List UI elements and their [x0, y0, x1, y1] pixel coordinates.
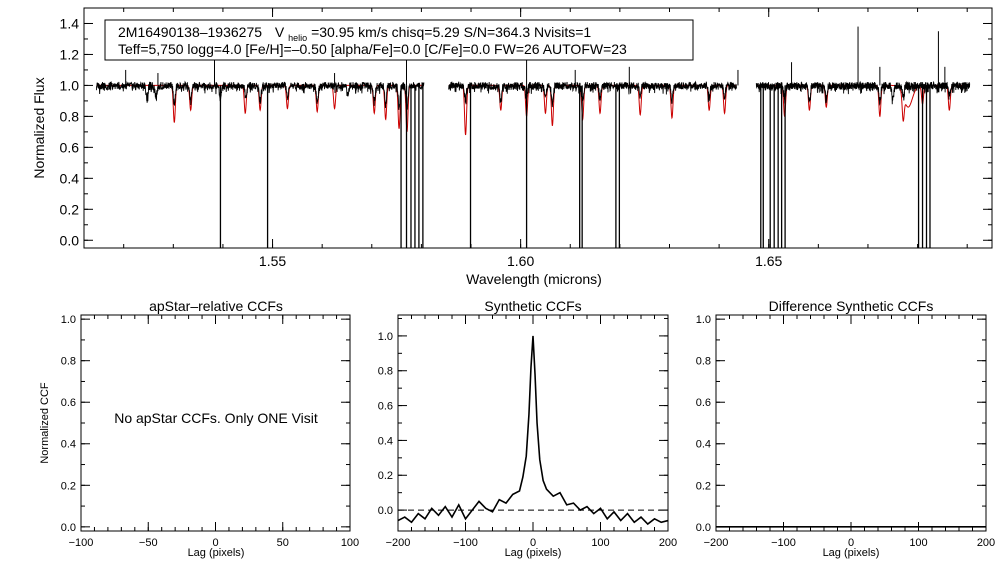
difference-ccf-y-tick-label: 0.6 [696, 397, 711, 409]
annotation-line-1: 2M16490138–1936275 V helio =30.95 km/s c… [118, 24, 591, 44]
synthetic-ccf-title: Synthetic CCFs [484, 298, 581, 314]
apstar-ccf-y-ticks: 0.0 0.2 0.4 0.6 0.8 1.0 [61, 314, 350, 534]
synthetic-ccf-y-tick-label: 0.0 [378, 505, 393, 517]
difference-ccf-y-tick-label: 0.0 [696, 522, 711, 534]
apstar-ccf-title: apStar–relative CCFs [149, 298, 283, 314]
apstar-ccf-y-tick-label: 0.6 [61, 397, 76, 409]
difference-ccf-frame [715, 314, 987, 532]
apstar-ccf-panel: apStar–relative CCFs −100 −50 0 50 100 0.00.… [39, 298, 359, 559]
difference-ccf-y-tick-label: 0.8 [696, 356, 711, 368]
apstar-ccf-x-tick-label: −50 [139, 537, 158, 549]
synthetic-ccf-x-axis-label: Lag (pixels) [505, 547, 562, 559]
difference-ccf-x-axis-label: Lag (pixels) [823, 547, 880, 559]
spectrum-y-tick-label: 1.2 [60, 46, 80, 62]
synthetic-ccf-curve [397, 335, 669, 526]
spectrum-y-tick-label: 0.0 [60, 232, 80, 248]
annotation-line-1-values: =30.95 km/s chisq=5.29 S/N=364.3 Nvisits… [311, 24, 591, 40]
spectrum-y-tick-label: 1.4 [60, 16, 80, 32]
difference-ccf-y-tick-label: 0.2 [696, 480, 711, 492]
observed-spectrum-chip-2 [448, 80, 737, 108]
apstar-ccf-x-ticks: −100 −50 0 50 100 [69, 315, 359, 549]
spectrum-panel: 1.55 1.60 1.65 0.0 0.2 0.4 0.6 0.8 1.0 1.2 1.4 Wa… [31, 7, 993, 287]
apstar-ccf-y-axis-label: Normalized CCF [39, 382, 51, 464]
apstar-ccf-y-tick-label: 0.8 [61, 356, 76, 368]
synthetic-ccf-y-tick-label: 0.6 [378, 401, 393, 413]
synthetic-ccf-x-tick-label: −100 [453, 537, 478, 549]
observed-spectrum-chip-3 [755, 80, 971, 106]
synthetic-ccf-y-tick-label: 0.2 [378, 470, 393, 482]
difference-ccf-y-tick-label: 1.0 [696, 314, 711, 326]
spectrum-x-axis-label: Wavelength (microns) [466, 271, 602, 287]
synthetic-ccf-x-tick-label: 200 [659, 537, 677, 549]
difference-ccf-x-tick-label: −200 [704, 537, 729, 549]
apstar-ccf-x-tick-label: −100 [69, 537, 94, 549]
velocity-label: V [275, 24, 285, 40]
synthetic-ccf-y-tick-label: 1.0 [378, 331, 393, 343]
velocity-subscript: helio [288, 33, 307, 43]
model-spectrum-series [96, 84, 970, 136]
spectrum-y-tick-label: 0.6 [60, 139, 80, 155]
apstar-ccf-x-tick-label: 0 [212, 537, 218, 549]
synthetic-ccf-y-ticks: 0.0 0.2 0.4 0.6 0.8 1.0 [378, 317, 668, 517]
difference-ccf-x-ticks: −200 −100 0 100 200 [704, 315, 995, 549]
star-id: 2M16490138–1936275 [118, 24, 262, 40]
model-spectrum-chip-2 [448, 84, 737, 136]
synthetic-ccf-x-tick-label: 0 [530, 537, 536, 549]
apstar-ccf-x-axis-label: Lag (pixels) [188, 547, 245, 559]
difference-ccf-x-tick-label: 0 [848, 537, 854, 549]
difference-ccf-y-ticks: 0.0 0.2 0.4 0.6 0.8 1.0 [696, 314, 986, 534]
spectrum-frame [83, 7, 993, 249]
spectrum-x-tick-label: 1.55 [259, 253, 286, 269]
apstar-ccf-x-tick-label: 50 [277, 537, 289, 549]
spectrum-y-axis-label: Normalized Flux [31, 77, 47, 178]
synthetic-ccf-y-tick-label: 0.8 [378, 366, 393, 378]
difference-ccf-x-tick-label: 100 [909, 537, 927, 549]
difference-ccf-panel: Difference Synthetic CCFs −200 −100 0 100 20… [696, 298, 995, 559]
apstar-ccf-y-tick-label: 0.0 [61, 522, 76, 534]
observed-spectrum-series [95, 26, 971, 248]
spectrum-y-tick-label: 1.0 [60, 77, 80, 93]
spectrum-y-tick-label: 0.4 [60, 170, 80, 186]
apstar-ccf-y-tick-label: 1.0 [61, 314, 76, 326]
spectrum-x-tick-label: 1.65 [755, 253, 782, 269]
synthetic-ccf-y-tick-label: 0.4 [378, 435, 393, 447]
apstar-ccf-y-tick-label: 0.2 [61, 480, 76, 492]
synthetic-ccf-x-tick-label: −200 [386, 537, 411, 549]
annotation-box [104, 19, 694, 61]
spectrum-y-tick-label: 0.8 [60, 108, 80, 124]
difference-ccf-title: Difference Synthetic CCFs [769, 298, 934, 314]
spectrum-x-ticks: 1.55 1.60 1.65 [123, 8, 968, 269]
spectrum-x-tick-label: 1.60 [507, 253, 534, 269]
observed-spectrum-chip-1 [95, 80, 425, 110]
difference-ccf-y-tick-label: 0.4 [696, 439, 711, 451]
spectrum-y-tick-label: 0.2 [60, 201, 80, 217]
no-ccf-message: No apStar CCFs. Only ONE Visit [114, 410, 318, 426]
annotation-line-2: Teff=5,750 logg=4.0 [Fe/H]=–0.50 [alpha/… [118, 41, 627, 57]
difference-ccf-x-tick-label: 200 [977, 537, 995, 549]
synthetic-ccf-panel: Synthetic CCFs −200 −100 0 100 200 0.0 0.2 0.4… [378, 298, 677, 559]
spectrum-plot-area [95, 26, 971, 248]
difference-ccf-x-tick-label: −100 [771, 537, 796, 549]
apstar-ccf-x-tick-label: 100 [341, 537, 359, 549]
spectrum-y-ticks: 0.0 0.2 0.4 0.6 0.8 1.0 1.2 1.4 [60, 16, 992, 248]
apstar-ccf-y-tick-label: 0.4 [61, 439, 76, 451]
synthetic-ccf-x-tick-label: 100 [591, 537, 609, 549]
stellar-parameters-annotation: 2M16490138–1936275 V helio =30.95 km/s c… [104, 19, 694, 61]
